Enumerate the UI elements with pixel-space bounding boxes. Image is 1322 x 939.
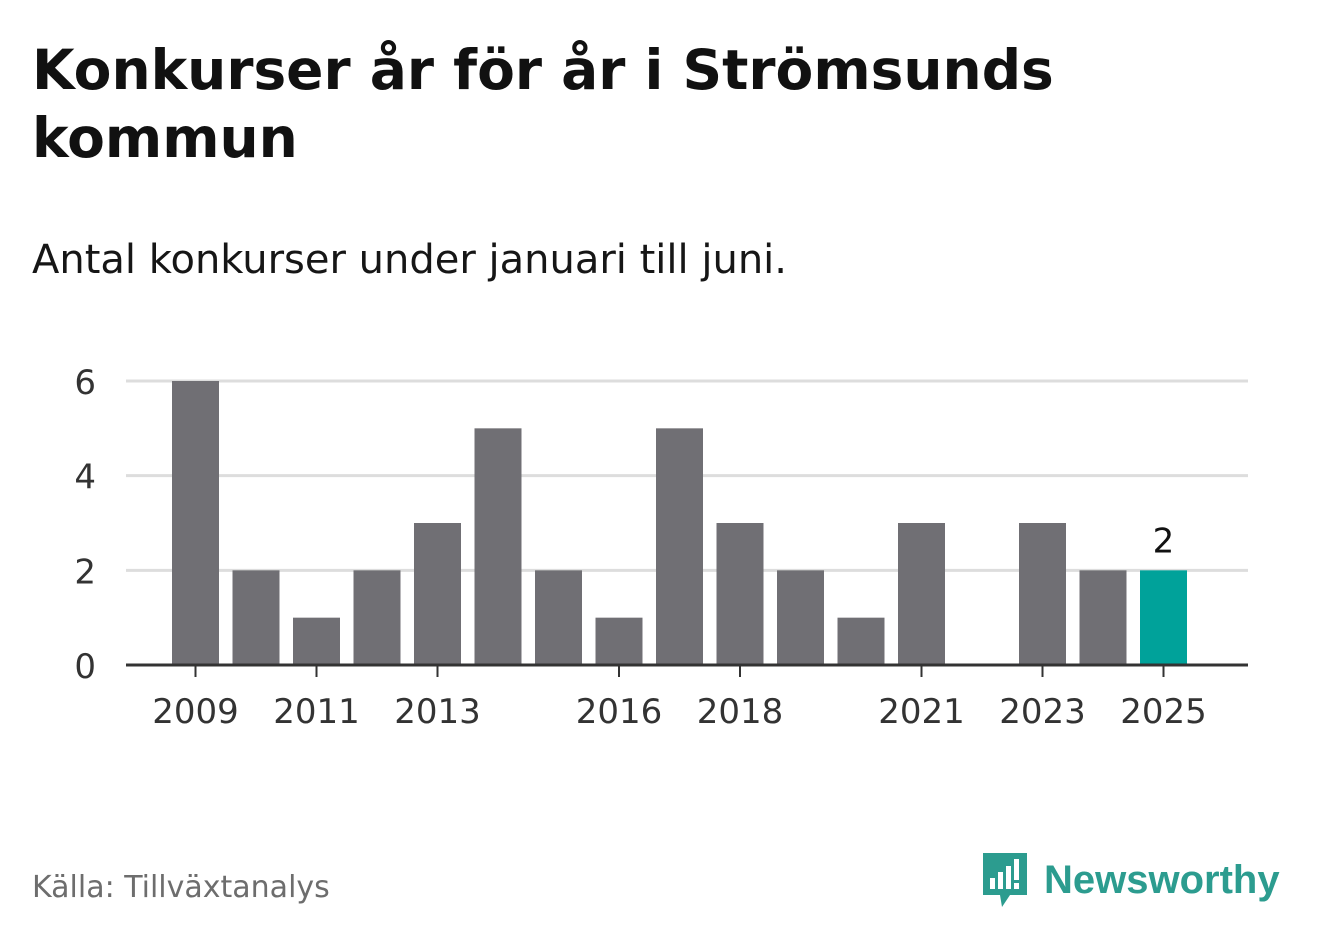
x-tick-label: 2018 bbox=[697, 692, 784, 732]
chart-title: Konkurser år för år i Strömsunds kommun bbox=[32, 38, 1054, 170]
bar-2017 bbox=[656, 428, 703, 665]
bar-2016 bbox=[595, 617, 643, 665]
tick-labels: 0 2 4 6 2009 2011 2013 2016 2018 2021 2023 2 2025 bbox=[74, 363, 1206, 732]
bar-2013 bbox=[414, 523, 461, 665]
data-label: 2 bbox=[1153, 521, 1175, 561]
bar-2012 bbox=[353, 570, 401, 665]
x-tick-label: 2009 bbox=[152, 692, 239, 732]
brand-logo: Newsworthy bbox=[980, 850, 1280, 910]
x-tick-label: 2013 bbox=[394, 692, 481, 732]
y-tick-label: 2 bbox=[74, 552, 96, 592]
y-tick-label: 6 bbox=[74, 363, 96, 403]
bar-2011 bbox=[293, 617, 340, 665]
bar-2015 bbox=[535, 570, 582, 665]
bar-2024 bbox=[1079, 570, 1127, 665]
bar-2009 bbox=[172, 381, 219, 665]
bar-2025 bbox=[1140, 570, 1187, 665]
x-tick-label: 2023 bbox=[999, 692, 1086, 732]
x-tick-label: 2021 bbox=[878, 692, 965, 732]
bar-2018 bbox=[716, 523, 764, 665]
chart-subtitle: Antal konkurser under januari till juni. bbox=[32, 237, 787, 283]
bar-2014 bbox=[474, 428, 522, 665]
axes bbox=[126, 663, 1248, 677]
bar-2019 bbox=[777, 570, 824, 665]
brand-name: Newsworthy bbox=[1044, 858, 1280, 902]
y-tick-label: 4 bbox=[74, 458, 96, 498]
x-tick-label: 2016 bbox=[576, 692, 663, 732]
x-tick-label: 2011 bbox=[273, 692, 360, 732]
bar-2023 bbox=[1019, 523, 1066, 665]
source-note: Källa: Tillväxtanalys bbox=[32, 870, 330, 905]
bar-chart: 0 2 4 6 2009 2011 2013 2016 2018 2021 2023 2 2025 bbox=[74, 363, 1248, 732]
x-tick-label: 2025 bbox=[1120, 692, 1207, 732]
bar-2020 bbox=[837, 617, 885, 665]
y-tick-label: 0 bbox=[74, 647, 96, 687]
bars bbox=[172, 381, 1187, 665]
bar-chart-speech-bubble-icon bbox=[983, 853, 1027, 907]
bar-2021 bbox=[898, 523, 945, 665]
bar-2010 bbox=[232, 570, 280, 665]
